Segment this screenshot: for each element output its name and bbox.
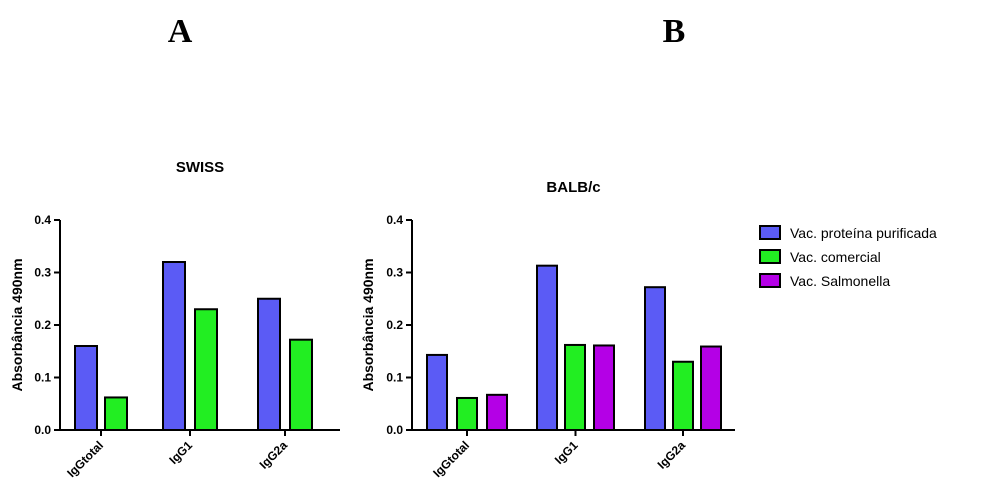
bar-iggtotal-vac-proteina-purificada — [74, 345, 98, 431]
y-axis-label: Absorbância 490nm — [9, 258, 25, 391]
y-tick-label: 0.0 — [386, 423, 403, 437]
y-tick-label: 0.4 — [386, 213, 403, 227]
legend-label-vac-proteina-purificada: Vac. proteína purificada — [790, 225, 937, 241]
chart-title: BALB/c — [546, 179, 600, 196]
chart-title: SWISS — [176, 159, 224, 176]
legend-label-vac-comercial: Vac. comercial — [790, 249, 881, 265]
chart-balbc: BALB/c Absorbância 490nm 0.0 0.1 0.2 0.3 0.4 Ig… — [360, 179, 735, 480]
bar-iggtotal-vac-proteina-purificada — [426, 353, 448, 431]
bar-igg2a-vac-comercial — [672, 360, 694, 431]
legend-label-vac-salmonella: Vac. Salmonella — [790, 273, 890, 289]
legend-swatch-vac-proteina-purificada — [759, 225, 781, 240]
y-tick-label: 0.1 — [34, 371, 51, 385]
y-tick-label: 0.0 — [34, 423, 51, 437]
bar-igg1-vac-proteina-purificada — [536, 264, 558, 431]
panel-label-b: B — [663, 13, 686, 50]
y-tick-label: 0.1 — [386, 371, 403, 385]
y-tick-label: 0.4 — [34, 213, 51, 227]
bar-igg2a-vac-proteina-purificada — [257, 297, 281, 431]
legend-swatch-vac-comercial — [759, 249, 781, 264]
bar-igg2a-vac-proteina-purificada — [644, 286, 666, 432]
x-tick-label-igg2a: IgG2a — [257, 438, 291, 472]
bar-iggtotal-vac-comercial — [456, 396, 478, 432]
bar-igg1-vac-comercial — [564, 343, 586, 432]
bar-igg2a-vac-comercial — [289, 338, 313, 432]
y-tick-label: 0.3 — [386, 266, 403, 280]
y-tick-label: 0.2 — [34, 318, 51, 332]
y-tick-label: 0.2 — [386, 318, 403, 332]
bar-iggtotal-vac-comercial — [104, 396, 128, 432]
bar-igg1-vac-proteina-purificada — [162, 261, 186, 431]
legend: Vac. proteína purificada Vac. comercial Va… — [759, 225, 937, 289]
x-tick-label-igg1: IgG1 — [166, 438, 195, 467]
legend-swatch-vac-salmonella — [759, 273, 781, 288]
chart-swiss: SWISS Absorbância 490nm 0.0 0.1 0.2 0.3 0.4 IgG… — [9, 159, 340, 480]
bar-igg1-vac-comercial — [194, 308, 218, 431]
x-tick-label-iggtotal: IgGtotal — [430, 438, 472, 480]
panel-label-a: A — [168, 13, 193, 50]
x-tick-label-igg1: IgG1 — [552, 438, 581, 467]
y-axis-label: Absorbância 490nm — [360, 258, 376, 391]
x-tick-label-igg2a: IgG2a — [655, 438, 689, 472]
y-tick-label: 0.3 — [34, 266, 51, 280]
bar-igg1-vac-salmonella — [593, 344, 615, 432]
bar-iggtotal-vac-salmonella — [486, 393, 508, 432]
x-tick-label-iggtotal: IgGtotal — [64, 438, 106, 480]
bar-igg2a-vac-salmonella — [700, 345, 722, 431]
